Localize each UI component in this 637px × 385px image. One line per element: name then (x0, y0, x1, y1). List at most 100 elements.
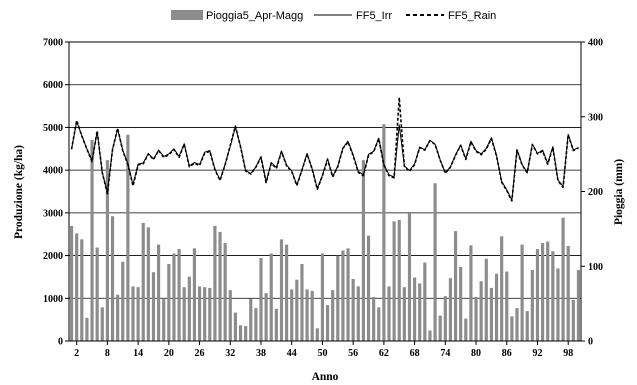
bar (551, 251, 555, 341)
bar (525, 311, 529, 341)
x-tick-label: 26 (195, 348, 205, 359)
y-right-tick-label: 400 (588, 38, 603, 49)
line-ff5-rain (70, 96, 579, 202)
bar (336, 255, 340, 341)
bar (187, 276, 191, 341)
legend: Pioggia5_Apr-Magg FF5_Irr FF5_Rain (171, 10, 496, 22)
y-axis-left-ticks: 0 1000 2000 3000 4000 5000 6000 7000 (43, 38, 69, 348)
bar (469, 245, 473, 341)
y-right-tick-label: 300 (588, 112, 603, 123)
y-right-tick-label: 200 (588, 187, 603, 198)
bar (438, 315, 442, 341)
bar (167, 264, 171, 341)
bar (418, 283, 422, 341)
x-tick-label: 14 (133, 348, 143, 359)
bar (105, 160, 109, 341)
y-left-tick-label: 4000 (43, 166, 63, 177)
bar (213, 225, 217, 341)
bar (320, 253, 325, 341)
bar (356, 286, 360, 341)
bar (300, 264, 304, 341)
bar (423, 262, 427, 341)
line-ff5-irr (71, 120, 579, 201)
bar (453, 231, 458, 341)
bar (413, 277, 417, 341)
bar (325, 305, 330, 341)
plot-frame (68, 41, 582, 342)
x-tick-label: 38 (256, 348, 266, 359)
bar (228, 290, 232, 341)
bar (295, 279, 299, 341)
bar (387, 286, 391, 341)
bar (131, 286, 135, 341)
bar (351, 278, 355, 341)
x-tick-label: 62 (379, 348, 389, 359)
x-tick-label: 98 (563, 348, 573, 359)
bar (274, 308, 278, 341)
bar (249, 298, 253, 341)
bar (331, 290, 335, 341)
bar (566, 246, 570, 341)
bar (459, 266, 463, 341)
bar (110, 216, 115, 341)
bar (305, 289, 309, 341)
bar (141, 222, 145, 341)
bar (464, 318, 468, 341)
y-left-tick-label: 0 (58, 337, 63, 348)
x-tick-label: 44 (287, 348, 297, 359)
bar (259, 258, 263, 341)
y-left-tick-label: 5000 (43, 123, 63, 134)
bar (172, 253, 176, 341)
x-tick-label: 20 (164, 348, 174, 359)
bar (315, 328, 319, 341)
bar (500, 236, 504, 341)
bar (428, 330, 432, 341)
bar (290, 289, 294, 341)
legend-label-bars: Pioggia5_Apr-Magg (206, 10, 303, 22)
bar (556, 268, 560, 341)
y-axis-left-title: Produzione (kg/ha) (13, 145, 25, 239)
bar (377, 307, 381, 341)
bar (151, 272, 156, 341)
bar (433, 183, 437, 341)
bar (177, 249, 181, 341)
x-tick-label: 32 (225, 348, 235, 359)
bar (285, 244, 289, 341)
bar (223, 243, 227, 341)
x-tick-label: 74 (440, 348, 450, 359)
bar (264, 293, 268, 341)
line-series (70, 96, 579, 202)
bar (505, 271, 509, 341)
bar (530, 269, 534, 341)
bar (372, 296, 376, 341)
bar (361, 160, 365, 341)
bar (576, 269, 581, 341)
bar (162, 299, 166, 341)
bar (126, 134, 130, 341)
x-tick-label: 92 (532, 348, 542, 359)
x-tick-label: 56 (348, 348, 358, 359)
bar (116, 294, 120, 341)
bar (80, 239, 84, 341)
bar (182, 287, 186, 341)
bar (494, 273, 499, 341)
y-left-tick-label: 3000 (43, 208, 63, 219)
bar (341, 250, 345, 341)
bar (520, 244, 524, 341)
bar (95, 247, 99, 341)
bar (392, 221, 396, 341)
bar (192, 248, 197, 341)
bar (85, 317, 89, 341)
x-tick-label: 2 (74, 348, 79, 359)
bar-series (69, 124, 581, 341)
bar (75, 233, 79, 341)
bar (69, 225, 74, 341)
legend-swatch-bars (171, 10, 203, 20)
bar (121, 261, 125, 341)
bar (157, 244, 161, 341)
bar (203, 287, 207, 341)
bar (515, 308, 519, 341)
bar (571, 299, 575, 341)
legend-label-rain: FF5_Rain (448, 10, 496, 22)
